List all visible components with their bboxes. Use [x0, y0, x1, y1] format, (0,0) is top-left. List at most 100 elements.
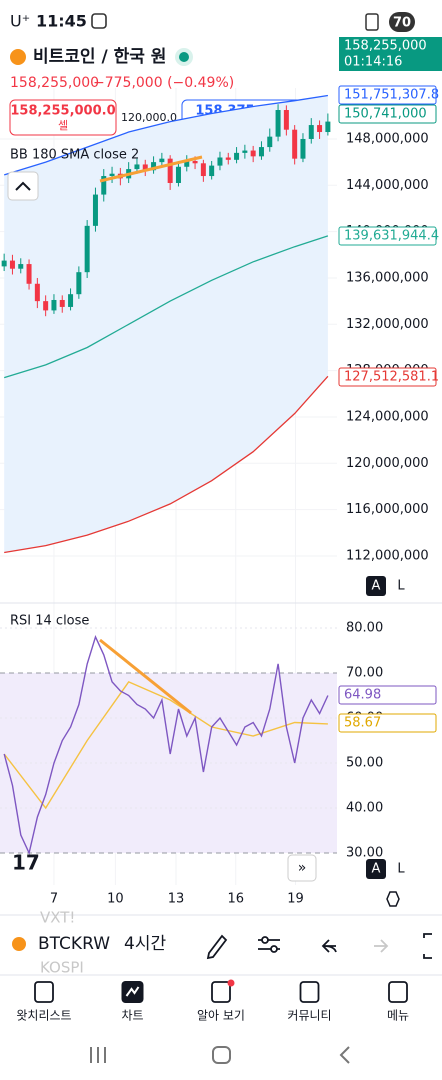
candle-body — [300, 138, 306, 159]
nav-icon-glyph — [125, 986, 140, 997]
nav-label[interactable]: 차트 — [121, 1009, 143, 1023]
signal-icon — [365, 13, 379, 31]
candle-body — [151, 162, 157, 171]
price-label-box — [338, 85, 437, 105]
toolbar-interval[interactable]: 4시간 — [124, 934, 166, 954]
candle-body — [76, 272, 82, 295]
candle-body — [317, 125, 323, 133]
market-status[interactable] — [179, 52, 189, 62]
candle-body — [283, 110, 289, 130]
y-tick-label: 148,000,000 — [346, 131, 429, 146]
price-label: 151,751,307.8 — [344, 88, 439, 103]
battery-level: 70 — [393, 16, 411, 31]
candle-body — [242, 150, 248, 153]
nav-icon[interactable] — [388, 981, 408, 1003]
y-tick-label: 124,000,000 — [346, 409, 429, 424]
redo-icon — [374, 939, 389, 953]
symbol-title[interactable]: 비트코인 / 한국 원 — [33, 47, 166, 67]
band-fill — [4, 95, 328, 553]
sell-price: 158,255,000.0 — [10, 104, 115, 119]
band-line — [4, 375, 329, 554]
rsi-legend: RSI 14 close — [10, 614, 89, 629]
sys-home[interactable] — [212, 1046, 231, 1064]
candle-body — [275, 110, 281, 137]
last-price-label: 158,255,000 — [344, 39, 427, 54]
candle-body — [292, 129, 298, 159]
settings-icon[interactable] — [386, 891, 400, 907]
x-tick-label: 10 — [107, 892, 124, 907]
candle-body — [9, 260, 15, 269]
coin-icon — [10, 49, 26, 65]
candle-body — [267, 136, 273, 148]
nav-icon[interactable] — [121, 981, 144, 1003]
candle-body — [308, 125, 314, 139]
band-line — [4, 235, 329, 379]
candle-body — [167, 158, 173, 183]
auto-scale-label: A — [372, 579, 381, 594]
candle-body — [234, 152, 240, 160]
trend-line — [99, 155, 203, 183]
indicators-icon[interactable] — [258, 936, 280, 953]
candle-body — [92, 194, 98, 226]
indicator-legend: BB 180 SMA close 2 — [10, 148, 139, 163]
y-tick-label: 70.00 — [346, 665, 383, 680]
log-scale-label[interactable]: L — [397, 579, 405, 594]
trend-line — [99, 638, 192, 715]
auto-scale-label: A — [372, 862, 381, 877]
candle-body — [142, 164, 148, 171]
nav-badge — [227, 979, 235, 987]
nav-icon[interactable] — [299, 981, 320, 1003]
price-label: 127,512,581.1 — [344, 370, 439, 385]
nav-icon[interactable] — [34, 981, 54, 1003]
sell-button[interactable] — [9, 99, 117, 136]
candle-body — [109, 173, 115, 177]
candle-body — [68, 294, 74, 307]
clock: 11:45 — [36, 12, 87, 31]
candle-body — [34, 283, 40, 302]
undo-icon[interactable] — [321, 939, 337, 953]
price-label: 58.67 — [344, 716, 381, 731]
collapse-button[interactable] — [7, 171, 39, 201]
price-change: −775,000 (−0.49%) — [93, 75, 234, 91]
candle-body — [159, 158, 165, 163]
nav-label[interactable]: 알아 보기 — [197, 1009, 245, 1023]
nav-icon[interactable] — [211, 981, 231, 1003]
candle-body — [43, 301, 49, 311]
fullscreen-icon[interactable] — [423, 933, 432, 959]
sys-back[interactable] — [339, 1046, 350, 1064]
candle-body — [250, 150, 256, 157]
candle-body — [1, 260, 7, 267]
nav-label[interactable]: 메뉴 — [387, 1009, 409, 1023]
scroll-right-button[interactable] — [287, 854, 317, 882]
log-scale-label[interactable]: L — [397, 862, 405, 877]
nav-label[interactable]: 왓치리스트 — [16, 1009, 71, 1023]
nav-label[interactable]: 커뮤니티 — [287, 1009, 331, 1023]
last-price: 158,255,000 — [10, 75, 99, 91]
carrier: U⁺ — [10, 12, 30, 31]
y-tick-label: 144,000,000 — [346, 178, 429, 193]
auto-scale-button[interactable] — [366, 576, 386, 596]
price-label-box — [338, 367, 437, 387]
candle-body — [209, 165, 215, 177]
y-tick-label: 116,000,000 — [346, 502, 429, 517]
y-tick-label: 132,000,000 — [346, 317, 429, 332]
price-label-box — [338, 685, 437, 705]
candle-body — [26, 264, 32, 284]
sys-recents[interactable] — [90, 1047, 92, 1063]
y-tick-label: 136,000,000 — [346, 270, 429, 285]
draw-icon[interactable] — [206, 934, 228, 960]
spread: 120,000.0 — [121, 111, 177, 124]
auto-scale-button[interactable] — [366, 859, 386, 879]
price-label-box — [338, 104, 437, 124]
band-line — [4, 94, 329, 176]
candle-body — [192, 160, 198, 164]
candle-body — [325, 121, 331, 133]
y-tick-label: 112,000,000 — [346, 548, 429, 563]
candle-body — [101, 176, 107, 195]
sys-recents — [97, 1047, 99, 1063]
candle-body — [175, 166, 181, 183]
ghost-symbol: VXT! — [40, 909, 75, 927]
y-tick-label: 50.00 — [346, 755, 383, 770]
toolbar-symbol[interactable]: BTCKRW — [38, 934, 110, 954]
